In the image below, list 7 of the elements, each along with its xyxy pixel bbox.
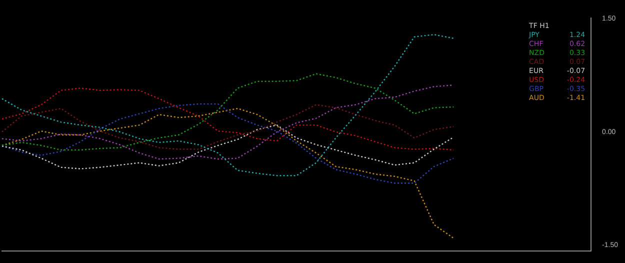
line-series	[1, 34, 454, 176]
line-series	[1, 84, 454, 160]
line-series	[1, 88, 454, 151]
line-series	[1, 73, 454, 151]
line-series	[1, 108, 454, 239]
line-series	[1, 104, 454, 150]
line-series	[1, 124, 454, 170]
